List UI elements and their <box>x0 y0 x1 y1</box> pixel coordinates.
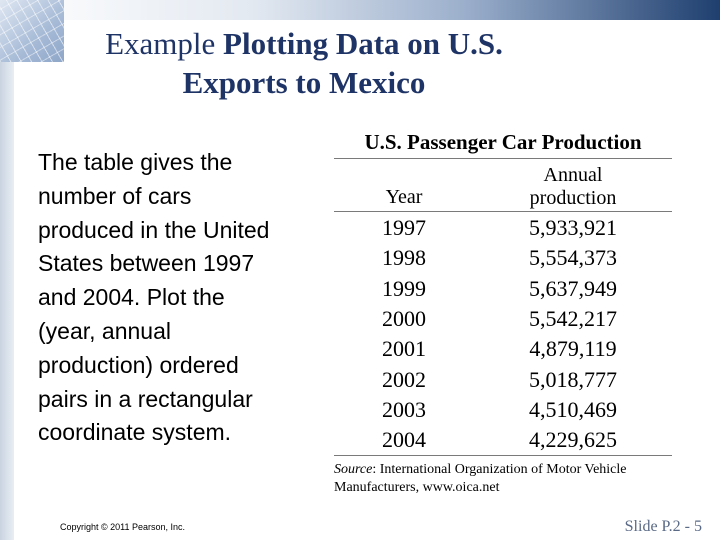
cell-production: 5,542,217 <box>529 306 617 332</box>
cell-year: 1997 <box>382 215 426 241</box>
table-header: Year Annual production <box>334 159 672 212</box>
table-row: 1997 5,933,921 <box>334 213 672 243</box>
top-banner <box>0 0 720 20</box>
table-row: 2002 5,018,777 <box>334 364 672 394</box>
production-table: U.S. Passenger Car Production Year Annua… <box>334 128 672 497</box>
table-row: 1999 5,637,949 <box>334 274 672 304</box>
table-row: 2000 5,542,217 <box>334 304 672 334</box>
source-text: : International Organization of Motor Ve… <box>334 462 627 496</box>
cell-production: 4,510,469 <box>529 396 617 422</box>
slide-number: Slide P.2 - 5 <box>624 518 702 535</box>
cell-year: 1999 <box>382 275 426 301</box>
cell-production: 5,554,373 <box>529 245 617 271</box>
cell-year: 2000 <box>382 306 426 332</box>
table-body: 1997 5,933,921 1998 5,554,373 1999 5,637… <box>334 212 672 457</box>
cell-year: 2002 <box>382 366 426 392</box>
table-source: Source: International Organization of Mo… <box>334 461 672 497</box>
title-main: Plotting Data on U.S. Exports to Mexico <box>182 26 503 100</box>
table-row: 2001 4,879,119 <box>334 334 672 364</box>
table-row: 1998 5,554,373 <box>334 243 672 273</box>
cell-year: 2004 <box>382 427 426 453</box>
header-production-line1: Annual <box>543 164 603 186</box>
slide-title: Example Plotting Data on U.S. Exports to… <box>64 24 544 102</box>
header-production-line2: production <box>529 187 617 209</box>
header-year: Year <box>385 186 423 208</box>
body-paragraph: The table gives the number of cars produ… <box>38 149 270 446</box>
copyright-notice: Copyright © 2011 Pearson, Inc. <box>60 522 186 532</box>
cell-year: 1998 <box>382 245 426 271</box>
cell-year: 2001 <box>382 336 426 362</box>
table-row: 2004 4,229,625 <box>334 425 672 455</box>
table-title: U.S. Passenger Car Production <box>334 128 672 159</box>
title-prefix: Example <box>105 26 216 61</box>
cell-production: 5,637,949 <box>529 275 617 301</box>
left-decorative-bar <box>0 62 14 540</box>
cell-production: 5,933,921 <box>529 215 617 241</box>
cell-production: 5,018,777 <box>529 366 617 392</box>
table-row: 2003 4,510,469 <box>334 395 672 425</box>
cell-year: 2003 <box>382 396 426 422</box>
header-production: Annual production <box>474 159 672 211</box>
cell-production: 4,229,625 <box>529 427 617 453</box>
source-label: Source <box>334 462 373 478</box>
cell-production: 4,879,119 <box>529 336 617 362</box>
corner-decoration <box>0 0 64 62</box>
